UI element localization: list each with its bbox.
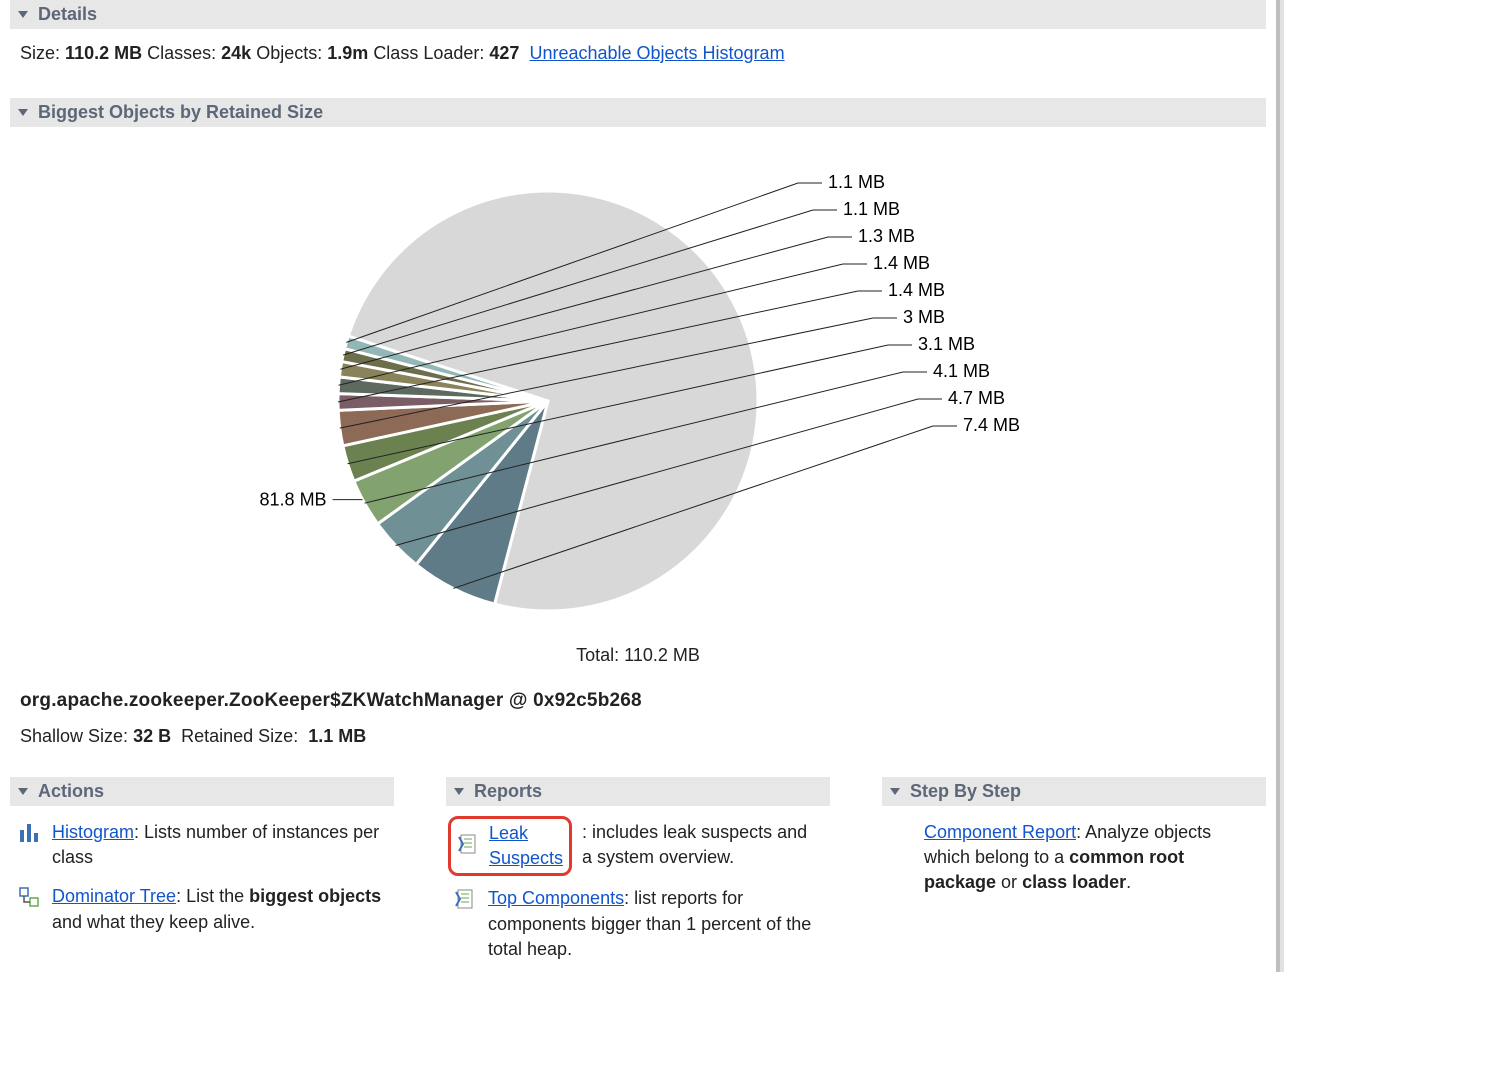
top-components-link[interactable]: Top Components bbox=[488, 888, 624, 908]
section-title: Step By Step bbox=[910, 781, 1021, 802]
caret-down-icon bbox=[18, 788, 28, 795]
slice-label: 4.1 MB bbox=[933, 361, 990, 381]
pie-chart-container: 81.8 MB 1.1 MB 1.1 MB 1.3 MB 1.4 MB 1.4 MB 3 M… bbox=[10, 127, 1266, 639]
stepbystep-column: Step By Step Component Report: Analyze o… bbox=[882, 777, 1266, 962]
slice-label: 81.8 MB bbox=[260, 490, 327, 510]
report-icon bbox=[457, 833, 481, 862]
blank-icon bbox=[890, 822, 914, 896]
section-header-biggest[interactable]: Biggest Objects by Retained Size bbox=[10, 98, 1266, 127]
pie-chart: 81.8 MB 1.1 MB 1.1 MB 1.3 MB 1.4 MB 1.4 MB 3 M… bbox=[188, 141, 1088, 631]
dominator-tree-link[interactable]: Dominator Tree bbox=[52, 886, 176, 906]
list-item: Top Components: list reports for compone… bbox=[446, 872, 830, 962]
leak-suspects-highlight: Leak Suspects bbox=[448, 816, 572, 876]
slice-label: 1.4 MB bbox=[888, 280, 945, 300]
slice-label: 3 MB bbox=[903, 307, 945, 327]
list-item: Component Report: Analyze objects which … bbox=[882, 806, 1266, 896]
selected-object-sizes: Shallow Size: 32 B Retained Size: 1.1 MB bbox=[10, 718, 1266, 777]
reports-column: Reports Leak Suspects : includes leak su… bbox=[446, 777, 830, 962]
caret-down-icon bbox=[454, 788, 464, 795]
section-title: Reports bbox=[474, 781, 542, 802]
caret-down-icon bbox=[18, 109, 28, 116]
section-header-reports[interactable]: Reports bbox=[446, 777, 830, 806]
actions-column: Actions Histogram: Lists number of insta… bbox=[10, 777, 394, 962]
slice-label: 1.1 MB bbox=[843, 199, 900, 219]
report-icon bbox=[454, 888, 478, 962]
list-item: Dominator Tree: List the biggest objects… bbox=[10, 870, 394, 934]
slice-label: 3.1 MB bbox=[918, 334, 975, 354]
list-item: Histogram: Lists number of instances per… bbox=[10, 806, 394, 870]
slice-label: 7.4 MB bbox=[963, 415, 1020, 435]
section-header-actions[interactable]: Actions bbox=[10, 777, 394, 806]
slice-label: 1.4 MB bbox=[873, 253, 930, 273]
caret-down-icon bbox=[18, 11, 28, 18]
histogram-link[interactable]: Histogram bbox=[52, 822, 134, 842]
slice-label: 1.3 MB bbox=[858, 226, 915, 246]
leak-suspects-link[interactable]: Leak Suspects bbox=[489, 821, 563, 871]
list-item: Leak Suspects : includes leak suspects a… bbox=[446, 806, 830, 872]
section-header-stepbystep[interactable]: Step By Step bbox=[882, 777, 1266, 806]
tree-icon bbox=[18, 886, 42, 934]
details-summary: Size: 110.2 MB Classes: 24k Objects: 1.9… bbox=[10, 29, 1266, 94]
section-title: Biggest Objects by Retained Size bbox=[38, 102, 323, 123]
unreachable-objects-link[interactable]: Unreachable Objects Histogram bbox=[529, 43, 784, 63]
slice-label: 4.7 MB bbox=[948, 388, 1005, 408]
component-report-link[interactable]: Component Report bbox=[924, 822, 1076, 842]
caret-down-icon bbox=[890, 788, 900, 795]
bars-icon bbox=[18, 822, 42, 870]
selected-object-label: org.apache.zookeeper.ZooKeeper$ZKWatchMa… bbox=[10, 684, 1266, 718]
section-title: Details bbox=[38, 4, 97, 25]
section-header-details[interactable]: Details bbox=[10, 0, 1266, 29]
slice-label: 1.1 MB bbox=[828, 172, 885, 192]
chart-total: Total: 110.2 MB bbox=[10, 639, 1266, 684]
section-title: Actions bbox=[38, 781, 104, 802]
